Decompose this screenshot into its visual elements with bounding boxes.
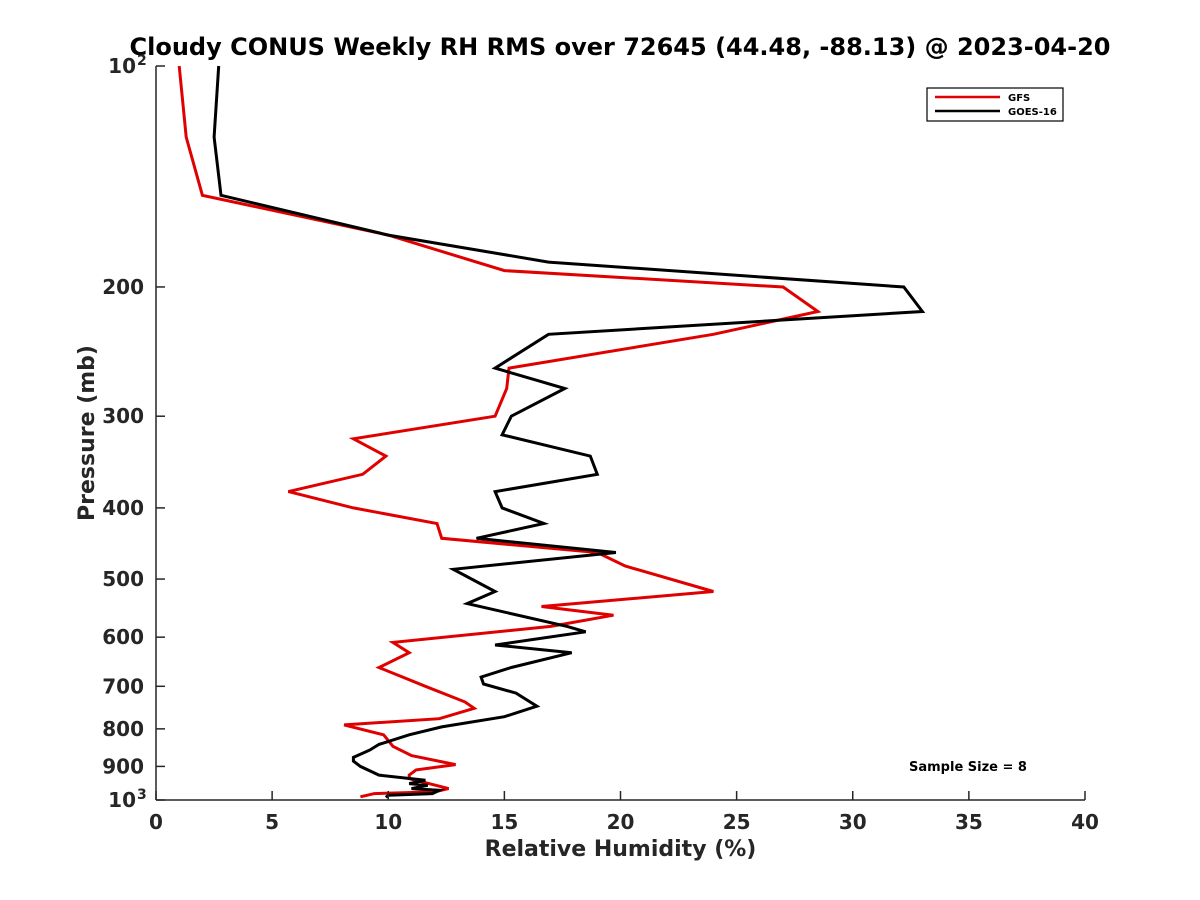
y-tick-label: 300 bbox=[102, 404, 144, 428]
x-tick-label: 30 bbox=[839, 810, 867, 834]
y-tick-exponent: 3 bbox=[137, 787, 147, 803]
y-tick-label: 500 bbox=[102, 567, 144, 591]
y-tick-label: 900 bbox=[102, 754, 144, 778]
x-tick-label: 20 bbox=[607, 810, 635, 834]
series-line-1 bbox=[212, 65, 926, 799]
x-tick-label: 15 bbox=[490, 810, 518, 834]
y-axis-label: Pressure (mb) bbox=[75, 345, 100, 521]
x-tick-label: 0 bbox=[149, 810, 163, 834]
series-line-0 bbox=[177, 65, 822, 799]
y-tick-label: 10 bbox=[108, 788, 136, 812]
y-tick-label: 800 bbox=[102, 717, 144, 741]
legend-label-0: GFS bbox=[1008, 93, 1030, 104]
x-tick-label: 40 bbox=[1071, 810, 1099, 834]
y-tick-label: 600 bbox=[102, 625, 144, 649]
x-tick-label: 5 bbox=[265, 810, 279, 834]
legend-label-1: GOES-16 bbox=[1008, 107, 1057, 118]
y-tick-exponent: 2 bbox=[137, 53, 147, 69]
legend: GFS GOES-16 bbox=[926, 87, 1064, 122]
series-lines bbox=[177, 65, 926, 799]
sample-size-annotation: Sample Size = 8 bbox=[909, 760, 1027, 775]
y-tick-label: 10 bbox=[108, 54, 136, 78]
legend-box bbox=[926, 87, 1064, 122]
chart-title: Cloudy CONUS Weekly RH RMS over 72645 (4… bbox=[130, 33, 1111, 61]
x-axis-label: Relative Humidity (%) bbox=[485, 837, 757, 862]
plot-area bbox=[156, 66, 1085, 800]
x-tick-label: 25 bbox=[723, 810, 751, 834]
x-tick-label: 10 bbox=[374, 810, 402, 834]
y-tick-label: 200 bbox=[102, 275, 144, 299]
y-tick-label: 400 bbox=[102, 496, 144, 520]
y-tick-label: 700 bbox=[102, 674, 144, 698]
x-tick-label: 35 bbox=[955, 810, 983, 834]
